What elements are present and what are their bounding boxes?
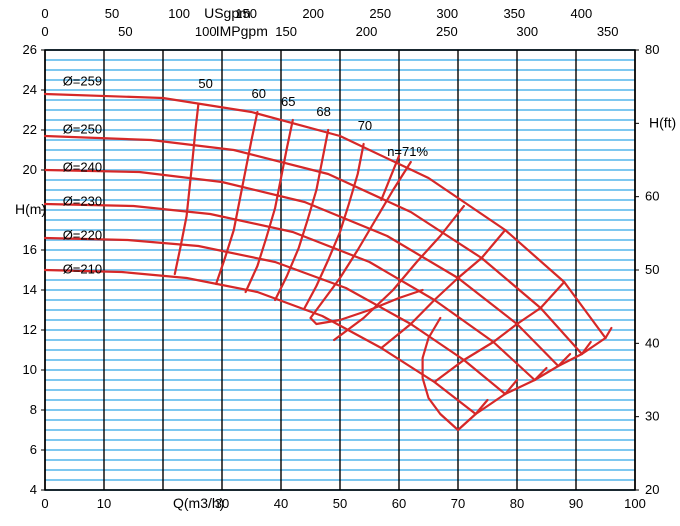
y-right-label: H(ft) [649, 114, 676, 130]
y-right-tick: 40 [645, 335, 659, 350]
x-bottom-tick: 30 [215, 496, 229, 511]
y-right-tick: 20 [645, 482, 659, 497]
x-top-us-tick: 100 [168, 6, 190, 21]
y-right-tick: 60 [645, 189, 659, 204]
x-top-imp-label: IMPgpm [216, 23, 268, 39]
x-top-us-tick: 200 [302, 6, 324, 21]
impeller-label: Ø=240 [63, 159, 102, 174]
impeller-label: Ø=230 [63, 193, 102, 208]
x-bottom-tick: 90 [569, 496, 583, 511]
x-top-imp-tick: 200 [356, 24, 378, 39]
x-top-imp-tick: 250 [436, 24, 458, 39]
y-left-tick: 22 [23, 122, 37, 137]
x-top-us-tick: 0 [41, 6, 48, 21]
x-bottom-tick: 10 [97, 496, 111, 511]
y-left-tick: 12 [23, 322, 37, 337]
y-left-tick: 4 [30, 482, 37, 497]
x-bottom-tick: 100 [624, 496, 646, 511]
x-top-imp-tick: 50 [118, 24, 132, 39]
pump-curve-chart: Ø=259Ø=250Ø=240Ø=230Ø=220Ø=2105060656870… [0, 0, 680, 526]
y-left-tick: 24 [23, 82, 37, 97]
x-top-us-label: USgpm [204, 5, 251, 21]
eff-label: 65 [281, 94, 295, 109]
eff-label: 70 [358, 118, 372, 133]
x-top-imp-tick: 350 [597, 24, 619, 39]
max-eff-label: n=71% [387, 144, 428, 159]
x-bottom-tick: 0 [41, 496, 48, 511]
x-top-imp-tick: 0 [41, 24, 48, 39]
x-top-imp-tick: 300 [516, 24, 538, 39]
x-top-us-tick: 250 [369, 6, 391, 21]
y-right-tick: 50 [645, 262, 659, 277]
y-right-tick: 80 [645, 42, 659, 57]
x-top-us-tick: 300 [436, 6, 458, 21]
chart-svg: Ø=259Ø=250Ø=240Ø=230Ø=220Ø=2105060656870… [0, 0, 680, 526]
y-left-tick: 16 [23, 242, 37, 257]
x-top-us-tick: 400 [571, 6, 593, 21]
eff-label: 68 [316, 104, 330, 119]
impeller-label: Ø=250 [63, 121, 102, 136]
x-top-us-tick: 350 [503, 6, 525, 21]
y-left-label: H(m) [15, 201, 46, 217]
eff-label: 60 [252, 86, 266, 101]
x-bottom-tick: 60 [392, 496, 406, 511]
y-left-tick: 14 [23, 282, 37, 297]
impeller-label: Ø=259 [63, 73, 102, 88]
y-left-tick: 10 [23, 362, 37, 377]
x-bottom-tick: 80 [510, 496, 524, 511]
y-left-tick: 8 [30, 402, 37, 417]
x-top-imp-tick: 150 [275, 24, 297, 39]
impeller-label: Ø=220 [63, 227, 102, 242]
x-bottom-tick: 40 [274, 496, 288, 511]
eff-label: 50 [198, 76, 212, 91]
x-bottom-tick: 70 [451, 496, 465, 511]
y-left-tick: 26 [23, 42, 37, 57]
y-left-tick: 20 [23, 162, 37, 177]
y-right-tick: 30 [645, 409, 659, 424]
x-bottom-tick: 50 [333, 496, 347, 511]
y-left-tick: 6 [30, 442, 37, 457]
impeller-label: Ø=210 [63, 261, 102, 276]
x-top-us-tick: 50 [105, 6, 119, 21]
x-top-imp-tick: 100 [195, 24, 217, 39]
